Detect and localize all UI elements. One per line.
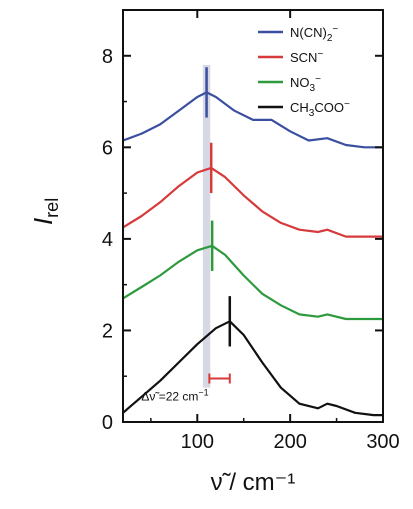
- y-tick-label-3: 6: [102, 137, 113, 159]
- y-tick-label-4: 8: [102, 46, 113, 68]
- x-axis-label: ν̃ / cm⁻¹: [211, 469, 296, 496]
- shaded-band: [202, 64, 211, 388]
- series-line-1: [122, 166, 383, 238]
- delta-annotation: Δν̃ =22 cm−1: [141, 373, 231, 404]
- plot-frame: [122, 9, 384, 423]
- peak-markers: [205, 67, 232, 347]
- legend-label-1: SCN−: [290, 49, 323, 65]
- x-tick-label-0: 100: [181, 431, 214, 453]
- y-tick-label-1: 2: [102, 320, 113, 342]
- y-axis-label-main: I: [28, 218, 58, 225]
- y-tick-label-0: 0: [102, 412, 113, 434]
- legend-label-0: N(CN)2−: [290, 24, 338, 44]
- legend-label-3: CH3COO−: [290, 99, 350, 119]
- series-layer: [122, 91, 383, 417]
- delta-label: Δν̃ =22 cm−1: [141, 388, 208, 404]
- y-axis-label: Irel: [28, 198, 62, 225]
- series-line-0: [122, 91, 383, 149]
- series-line-3: [122, 320, 383, 417]
- x-tick-label-2: 300: [366, 431, 399, 453]
- legend: N(CN)2− SCN− NO3− CH3COO−: [258, 24, 350, 119]
- y-axis-label-sub: rel: [42, 198, 62, 218]
- axis-ticks: 100 200 300 0 2 4 6 8: [102, 10, 400, 453]
- series-line-2: [122, 244, 383, 321]
- y-tick-label-2: 4: [102, 229, 113, 251]
- legend-label-2: NO3−: [290, 74, 321, 94]
- x-tick-label-1: 200: [273, 431, 306, 453]
